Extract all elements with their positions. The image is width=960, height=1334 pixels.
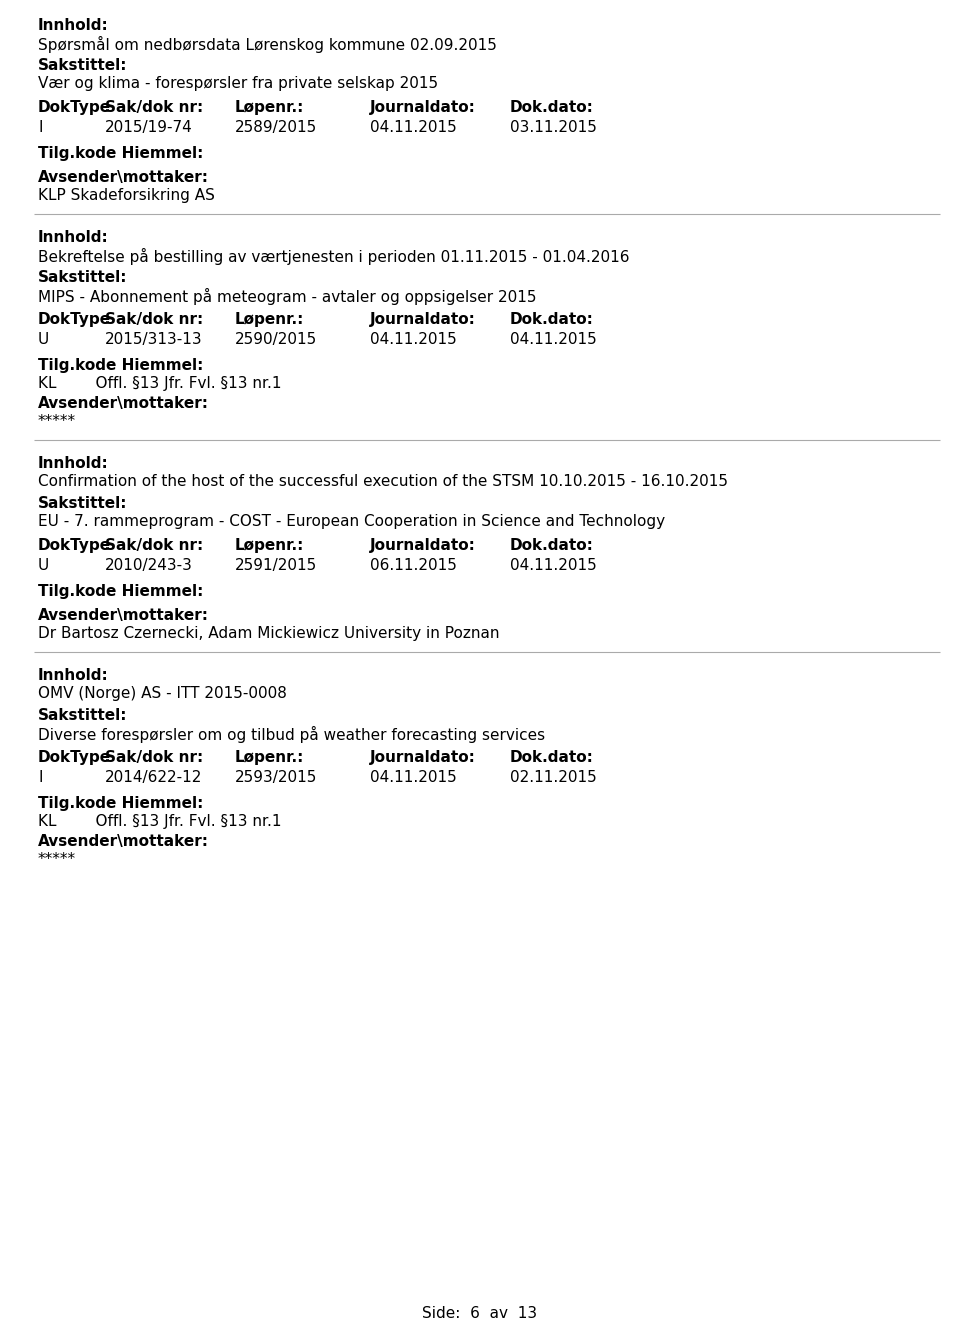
Text: Tilg.kode Hiemmel:: Tilg.kode Hiemmel: xyxy=(38,584,204,599)
Text: DokType: DokType xyxy=(38,312,111,327)
Text: OMV (Norge) AS - ITT 2015-0008: OMV (Norge) AS - ITT 2015-0008 xyxy=(38,686,287,700)
Text: 06.11.2015: 06.11.2015 xyxy=(370,558,457,574)
Text: Dok.dato:: Dok.dato: xyxy=(510,538,594,554)
Text: I: I xyxy=(38,120,42,135)
Text: Side:  6  av  13: Side: 6 av 13 xyxy=(422,1306,538,1321)
Text: Avsender\mottaker:: Avsender\mottaker: xyxy=(38,169,209,185)
Text: 04.11.2015: 04.11.2015 xyxy=(510,332,597,347)
Text: Sakstittel:: Sakstittel: xyxy=(38,57,128,73)
Text: 03.11.2015: 03.11.2015 xyxy=(510,120,597,135)
Text: Dr Bartosz Czernecki, Adam Mickiewicz University in Poznan: Dr Bartosz Czernecki, Adam Mickiewicz Un… xyxy=(38,626,499,642)
Text: Tilg.kode Hiemmel:: Tilg.kode Hiemmel: xyxy=(38,358,204,374)
Text: 2015/19-74: 2015/19-74 xyxy=(105,120,193,135)
Text: U: U xyxy=(38,558,49,574)
Text: Sakstittel:: Sakstittel: xyxy=(38,708,128,723)
Text: 2591/2015: 2591/2015 xyxy=(235,558,317,574)
Text: Løpenr.:: Løpenr.: xyxy=(235,750,304,764)
Text: Innhold:: Innhold: xyxy=(38,229,108,245)
Text: KL        Offl. §13 Jfr. Fvl. §13 nr.1: KL Offl. §13 Jfr. Fvl. §13 nr.1 xyxy=(38,814,281,828)
Text: Sak/dok nr:: Sak/dok nr: xyxy=(105,538,204,554)
Text: DokType: DokType xyxy=(38,538,111,554)
Text: Dok.dato:: Dok.dato: xyxy=(510,100,594,115)
Text: 04.11.2015: 04.11.2015 xyxy=(510,558,597,574)
Text: Vær og klima - forespørsler fra private selskap 2015: Vær og klima - forespørsler fra private … xyxy=(38,76,438,91)
Text: 2015/313-13: 2015/313-13 xyxy=(105,332,203,347)
Text: *****: ***** xyxy=(38,414,76,430)
Text: Journaldato:: Journaldato: xyxy=(370,750,476,764)
Text: KL        Offl. §13 Jfr. Fvl. §13 nr.1: KL Offl. §13 Jfr. Fvl. §13 nr.1 xyxy=(38,376,281,391)
Text: 04.11.2015: 04.11.2015 xyxy=(370,770,457,784)
Text: U: U xyxy=(38,332,49,347)
Text: Sak/dok nr:: Sak/dok nr: xyxy=(105,100,204,115)
Text: *****: ***** xyxy=(38,852,76,867)
Text: Avsender\mottaker:: Avsender\mottaker: xyxy=(38,834,209,848)
Text: Journaldato:: Journaldato: xyxy=(370,100,476,115)
Text: DokType: DokType xyxy=(38,750,111,764)
Text: Diverse forespørsler om og tilbud på weather forecasting services: Diverse forespørsler om og tilbud på wea… xyxy=(38,726,545,743)
Text: Spørsmål om nedbørsdata Lørenskog kommune 02.09.2015: Spørsmål om nedbørsdata Lørenskog kommun… xyxy=(38,36,497,53)
Text: Avsender\mottaker:: Avsender\mottaker: xyxy=(38,396,209,411)
Text: Dok.dato:: Dok.dato: xyxy=(510,312,594,327)
Text: Løpenr.:: Løpenr.: xyxy=(235,312,304,327)
Text: Sak/dok nr:: Sak/dok nr: xyxy=(105,750,204,764)
Text: Journaldato:: Journaldato: xyxy=(370,312,476,327)
Text: Tilg.kode Hiemmel:: Tilg.kode Hiemmel: xyxy=(38,796,204,811)
Text: Confirmation of the host of the successful execution of the STSM 10.10.2015 - 16: Confirmation of the host of the successf… xyxy=(38,474,728,490)
Text: 2010/243-3: 2010/243-3 xyxy=(105,558,193,574)
Text: 2590/2015: 2590/2015 xyxy=(235,332,317,347)
Text: EU - 7. rammeprogram - COST - European Cooperation in Science and Technology: EU - 7. rammeprogram - COST - European C… xyxy=(38,514,665,530)
Text: Sak/dok nr:: Sak/dok nr: xyxy=(105,312,204,327)
Text: 04.11.2015: 04.11.2015 xyxy=(370,120,457,135)
Text: DokType: DokType xyxy=(38,100,111,115)
Text: Innhold:: Innhold: xyxy=(38,17,108,33)
Text: Innhold:: Innhold: xyxy=(38,668,108,683)
Text: Sakstittel:: Sakstittel: xyxy=(38,269,128,285)
Text: Dok.dato:: Dok.dato: xyxy=(510,750,594,764)
Text: KLP Skadeforsikring AS: KLP Skadeforsikring AS xyxy=(38,188,215,203)
Text: 2593/2015: 2593/2015 xyxy=(235,770,318,784)
Text: Sakstittel:: Sakstittel: xyxy=(38,496,128,511)
Text: 02.11.2015: 02.11.2015 xyxy=(510,770,597,784)
Text: Innhold:: Innhold: xyxy=(38,456,108,471)
Text: 2014/622-12: 2014/622-12 xyxy=(105,770,203,784)
Text: Avsender\mottaker:: Avsender\mottaker: xyxy=(38,608,209,623)
Text: Løpenr.:: Løpenr.: xyxy=(235,100,304,115)
Text: Tilg.kode Hiemmel:: Tilg.kode Hiemmel: xyxy=(38,145,204,161)
Text: Løpenr.:: Løpenr.: xyxy=(235,538,304,554)
Text: Bekreftelse på bestilling av værtjenesten i perioden 01.11.2015 - 01.04.2016: Bekreftelse på bestilling av værtjeneste… xyxy=(38,248,630,265)
Text: 04.11.2015: 04.11.2015 xyxy=(370,332,457,347)
Text: I: I xyxy=(38,770,42,784)
Text: MIPS - Abonnement på meteogram - avtaler og oppsigelser 2015: MIPS - Abonnement på meteogram - avtaler… xyxy=(38,288,537,305)
Text: 2589/2015: 2589/2015 xyxy=(235,120,317,135)
Text: Journaldato:: Journaldato: xyxy=(370,538,476,554)
